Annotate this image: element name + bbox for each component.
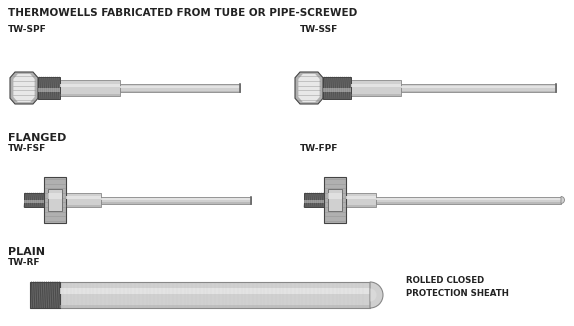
Text: THERMOWELLS FABRICATED FROM TUBE OR PIPE-SCREWED: THERMOWELLS FABRICATED FROM TUBE OR PIPE… xyxy=(8,8,357,18)
FancyBboxPatch shape xyxy=(328,189,342,211)
Text: FLANGED: FLANGED xyxy=(8,133,67,143)
FancyBboxPatch shape xyxy=(24,200,44,203)
Wedge shape xyxy=(370,282,383,308)
FancyBboxPatch shape xyxy=(101,198,251,200)
FancyBboxPatch shape xyxy=(304,200,324,203)
FancyBboxPatch shape xyxy=(30,282,60,308)
FancyBboxPatch shape xyxy=(376,197,561,203)
FancyBboxPatch shape xyxy=(323,77,351,99)
FancyBboxPatch shape xyxy=(346,205,376,207)
FancyBboxPatch shape xyxy=(60,84,120,87)
FancyBboxPatch shape xyxy=(304,193,324,207)
FancyBboxPatch shape xyxy=(376,198,561,200)
FancyBboxPatch shape xyxy=(324,177,346,223)
FancyBboxPatch shape xyxy=(60,288,370,294)
FancyBboxPatch shape xyxy=(48,189,62,211)
FancyBboxPatch shape xyxy=(401,86,556,88)
FancyBboxPatch shape xyxy=(66,193,101,207)
Polygon shape xyxy=(298,74,320,102)
Text: TW-FSF: TW-FSF xyxy=(8,144,46,153)
FancyBboxPatch shape xyxy=(328,193,342,199)
FancyBboxPatch shape xyxy=(44,177,66,223)
FancyBboxPatch shape xyxy=(66,205,101,207)
FancyBboxPatch shape xyxy=(120,91,240,92)
FancyBboxPatch shape xyxy=(60,305,370,308)
FancyBboxPatch shape xyxy=(120,84,240,92)
FancyBboxPatch shape xyxy=(60,80,120,96)
FancyBboxPatch shape xyxy=(323,88,351,92)
FancyBboxPatch shape xyxy=(60,282,370,308)
Text: TW-FPF: TW-FPF xyxy=(300,144,339,153)
Text: TW-SPF: TW-SPF xyxy=(8,25,46,34)
FancyBboxPatch shape xyxy=(101,202,251,203)
Text: TW-SSF: TW-SSF xyxy=(300,25,338,34)
Wedge shape xyxy=(561,197,564,203)
Text: TW-RF: TW-RF xyxy=(8,258,41,267)
Text: ROLLED CLOSED
PROTECTION SHEATH: ROLLED CLOSED PROTECTION SHEATH xyxy=(406,276,509,298)
FancyBboxPatch shape xyxy=(38,88,60,92)
FancyBboxPatch shape xyxy=(351,84,401,87)
FancyBboxPatch shape xyxy=(66,196,101,199)
Polygon shape xyxy=(13,74,34,102)
FancyBboxPatch shape xyxy=(351,94,401,96)
Polygon shape xyxy=(295,72,323,104)
FancyBboxPatch shape xyxy=(401,91,556,92)
FancyBboxPatch shape xyxy=(101,197,251,203)
FancyBboxPatch shape xyxy=(48,193,62,199)
FancyBboxPatch shape xyxy=(346,193,376,207)
Polygon shape xyxy=(10,72,38,104)
Text: PLAIN: PLAIN xyxy=(8,247,45,257)
FancyBboxPatch shape xyxy=(60,94,120,96)
FancyBboxPatch shape xyxy=(351,80,401,96)
FancyBboxPatch shape xyxy=(38,77,60,99)
FancyBboxPatch shape xyxy=(376,202,561,203)
Wedge shape xyxy=(370,289,377,302)
FancyBboxPatch shape xyxy=(24,193,44,207)
FancyBboxPatch shape xyxy=(346,196,376,199)
FancyBboxPatch shape xyxy=(120,86,240,88)
FancyBboxPatch shape xyxy=(401,84,556,92)
